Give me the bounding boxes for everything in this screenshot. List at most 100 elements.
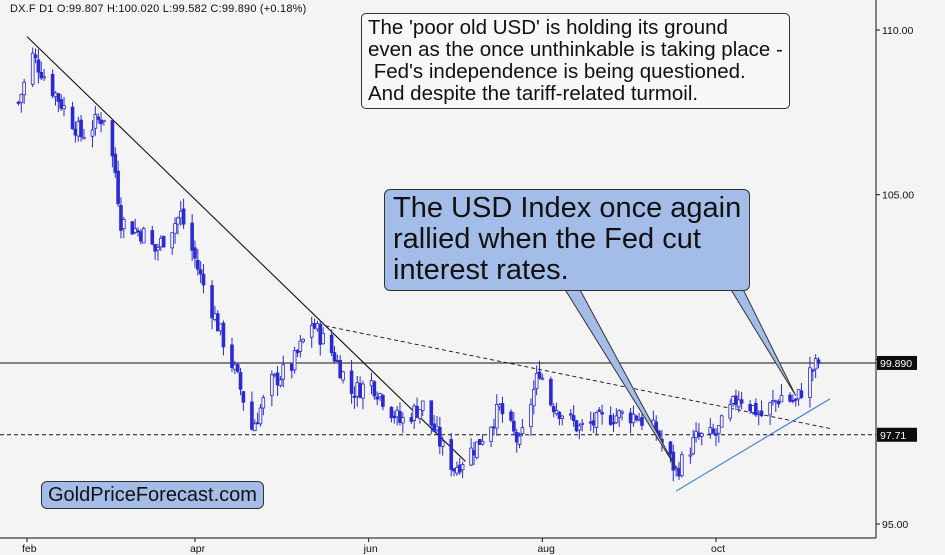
candle [113, 147, 118, 178]
candle [811, 368, 815, 382]
candle [597, 407, 602, 413]
x-tick-label: oct [711, 543, 725, 555]
candle [230, 337, 234, 373]
candle [36, 49, 41, 84]
price-label: 99.890 [877, 355, 917, 370]
candle [401, 412, 405, 433]
candle [116, 160, 120, 207]
candle [475, 441, 479, 460]
candle [754, 398, 758, 417]
y-tick-label: 105.00 [882, 190, 914, 202]
candle [389, 406, 394, 423]
candle [534, 365, 539, 396]
candle [50, 69, 55, 99]
candle [531, 380, 536, 415]
candle [338, 355, 342, 379]
commentary-note: The 'poor old USD' is holding its ground… [361, 13, 790, 109]
candle [193, 240, 197, 268]
candle [156, 243, 160, 261]
candle [420, 400, 425, 417]
candle [799, 382, 804, 399]
candle [221, 320, 226, 356]
candle [571, 405, 576, 427]
candle [329, 329, 334, 357]
candle [170, 232, 175, 255]
candle [477, 439, 482, 445]
candle [93, 105, 98, 136]
candle [261, 394, 266, 416]
svg-text:99.890: 99.890 [880, 358, 912, 370]
candle [688, 447, 693, 464]
support-line [675, 398, 831, 492]
candle [252, 419, 257, 432]
candle [500, 396, 505, 423]
candle [62, 96, 66, 117]
y-tick-label: 95.00 [882, 519, 908, 531]
candle [196, 249, 200, 276]
candle [719, 414, 724, 428]
candle [352, 386, 357, 409]
candle [594, 411, 599, 435]
candle [309, 316, 314, 348]
candle [808, 356, 812, 408]
svg-text:97.71: 97.71 [880, 430, 906, 442]
candle [141, 226, 146, 244]
candle [440, 436, 445, 456]
candle [70, 101, 75, 130]
candle [540, 373, 545, 381]
candle [59, 94, 63, 111]
candle [728, 399, 733, 422]
candle [349, 359, 354, 404]
candle [620, 409, 624, 421]
candle [79, 114, 83, 142]
candle [181, 198, 186, 229]
candle [600, 404, 604, 425]
candle [779, 384, 784, 403]
candle [281, 355, 286, 388]
candle [714, 428, 718, 447]
candle [788, 392, 792, 403]
candle [150, 225, 155, 246]
candle [520, 418, 525, 437]
candle [489, 426, 493, 448]
candle [529, 398, 533, 437]
candle [791, 394, 795, 404]
candle [210, 280, 214, 330]
candle [119, 197, 123, 239]
candle [634, 414, 639, 422]
candle [30, 47, 35, 88]
candle [161, 235, 166, 248]
candle [449, 432, 454, 477]
candle [96, 113, 100, 124]
candle [611, 413, 616, 433]
candle [56, 92, 61, 113]
candle [82, 129, 86, 140]
candle [39, 61, 44, 81]
candle [375, 391, 379, 406]
candle [238, 367, 243, 396]
candle [341, 370, 345, 384]
candle [298, 335, 303, 358]
fed-cut-callout: The USD Index once again rallied when th… [384, 189, 751, 291]
candle [557, 411, 562, 426]
candle [90, 120, 95, 148]
candle [42, 69, 46, 81]
candle [577, 423, 582, 440]
x-tick-label: feb [22, 543, 37, 555]
candle [122, 216, 126, 239]
candle [699, 432, 704, 446]
candle [418, 409, 422, 424]
candle [176, 216, 180, 235]
candle [381, 393, 385, 411]
candle [549, 376, 553, 407]
candle [739, 391, 744, 410]
ohlc-header: DX.F D1 O:99.807 H:100.020 L:99.582 C:99… [10, 3, 307, 15]
candle [275, 366, 280, 397]
candle [398, 402, 402, 426]
candle [110, 119, 115, 168]
candle [816, 357, 821, 369]
candle [537, 360, 542, 380]
candle [33, 48, 38, 64]
candle [215, 310, 220, 332]
candle [429, 400, 434, 434]
